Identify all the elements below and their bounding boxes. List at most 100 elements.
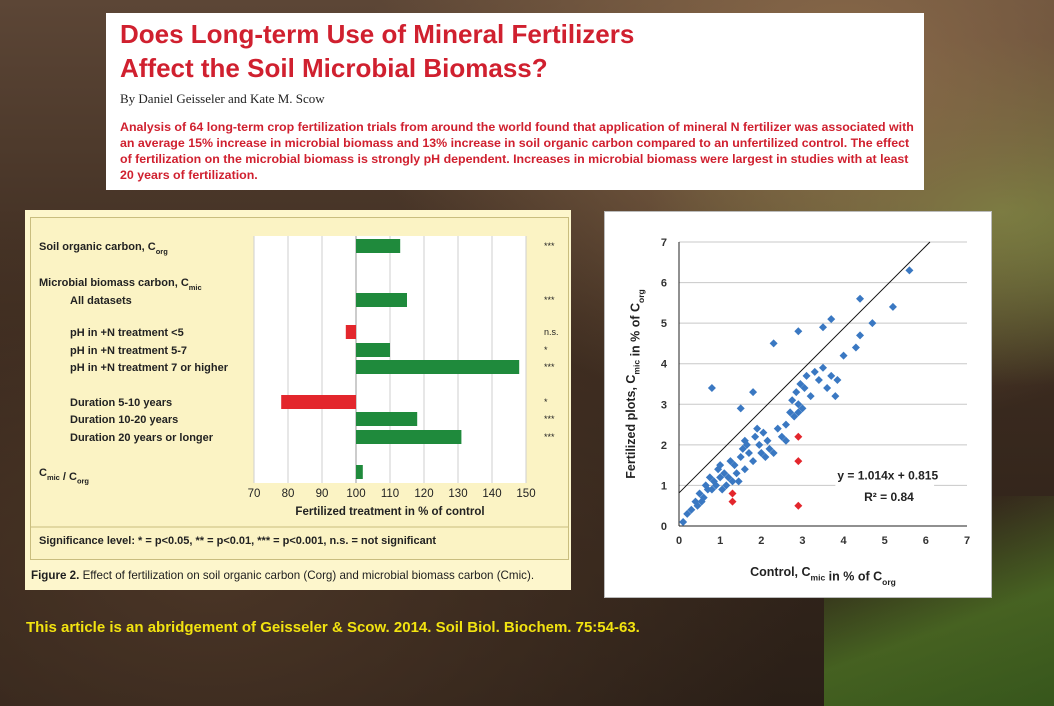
x-tick-label: 2 (758, 535, 764, 547)
data-point (749, 457, 758, 466)
category-label: All datasets (70, 295, 132, 307)
data-point (777, 432, 786, 441)
data-point (773, 424, 782, 433)
x-axis-label: Control, Cmic in % of Corg (750, 565, 896, 587)
data-point (757, 448, 766, 457)
data-point (730, 461, 739, 470)
category-label: Duration 5-10 years (70, 397, 172, 409)
significance-label: *** (544, 241, 555, 251)
data-point (802, 371, 811, 380)
data-point (734, 477, 743, 486)
category-label: Cmic / Corg (39, 467, 89, 486)
data-point (769, 339, 778, 348)
data-point (687, 505, 696, 514)
article-byline: By Daniel Geisseler and Kate M. Scow (120, 91, 325, 106)
y-tick-label: 7 (661, 237, 667, 249)
data-point (716, 461, 725, 470)
data-point (712, 481, 721, 490)
data-point (827, 315, 836, 324)
bar-figure-panel: 70 80 90 100 110 120 130 140 150 Soil organic car… (25, 210, 571, 590)
x-tick-label: 140 (482, 488, 501, 500)
category-label: pH in +N treatment <5 (70, 327, 184, 339)
significance-label: *** (544, 362, 555, 372)
x-tick-label: 70 (248, 488, 261, 500)
data-point (683, 509, 692, 518)
data-point (736, 404, 745, 413)
data-point (718, 485, 727, 494)
data-point (691, 497, 700, 506)
data-point (810, 367, 819, 376)
data-point (856, 294, 865, 303)
data-point (699, 493, 708, 502)
regression-r2: R² = 0.84 (864, 490, 914, 504)
data-point (736, 453, 745, 462)
significance-label: * (544, 345, 548, 355)
x-tick-label: 80 (282, 488, 295, 500)
equation-box (835, 453, 935, 508)
significance-label: *** (544, 414, 555, 424)
y-tick-label: 2 (661, 440, 667, 452)
bar (356, 239, 401, 253)
data-point (794, 501, 803, 510)
data-point (755, 440, 764, 449)
data-point (759, 428, 768, 437)
x-tick-label: 100 (346, 488, 365, 500)
significance-label: n.s. (544, 327, 559, 337)
x-tick-label: 6 (923, 535, 929, 547)
data-point (728, 489, 737, 498)
bar (356, 343, 390, 357)
article-header: Does Long-term Use of Mineral Fertilizer… (106, 13, 924, 190)
x-tick-label: 0 (676, 535, 682, 547)
x-tick-label: 4 (841, 535, 848, 547)
bar-figure-frame: 70 80 90 100 110 120 130 140 150 Soil organic car… (30, 217, 569, 560)
data-point (763, 436, 772, 445)
data-point (716, 473, 725, 482)
regression-line (678, 241, 931, 494)
data-point (724, 473, 733, 482)
bar-chart: 70 80 90 100 110 120 130 140 150 Soil organic car… (31, 236, 568, 547)
data-point (781, 420, 790, 429)
bar (356, 412, 418, 426)
data-point (806, 392, 815, 401)
scatter-figure-panel: 0 1 2 3 4 5 6 7 0 1 2 3 4 5 6 7 y = 1.014x + 0.815 R² = 0… (604, 211, 992, 598)
data-point (819, 323, 827, 332)
data-point (693, 501, 702, 510)
bar (356, 360, 520, 374)
data-point (732, 469, 741, 478)
y-tick-label: 5 (661, 318, 667, 330)
y-tick-label: 1 (661, 480, 667, 492)
x-axis-label: Fertilized treatment in % of control (295, 506, 484, 518)
data-point (740, 436, 749, 445)
data-point (794, 457, 803, 466)
data-point (788, 396, 797, 405)
y-axis-label: Fertilized plots, Cmic in % of Corg (624, 289, 646, 479)
bar (356, 293, 407, 307)
data-point (765, 444, 774, 453)
y-tick-label: 6 (661, 278, 667, 290)
data-point (781, 436, 790, 445)
data-point (851, 343, 860, 352)
data-point (707, 485, 716, 494)
article-title: Does Long-term Use of Mineral Fertilizer… (120, 17, 634, 85)
data-point (796, 380, 805, 388)
data-point (790, 412, 799, 421)
data-point (839, 351, 848, 360)
y-tick-label: 4 (661, 359, 668, 371)
data-point (738, 444, 747, 453)
significance-label: * (544, 397, 548, 407)
data-point (720, 469, 729, 478)
data-point (705, 473, 714, 482)
x-tick-label: 130 (448, 488, 467, 500)
bar-figure-caption-text: Effect of fertilization on soil organic … (82, 569, 535, 582)
data-point (819, 363, 827, 372)
data-point (827, 371, 836, 380)
data-point (856, 331, 865, 340)
data-point (794, 400, 803, 409)
bar (356, 465, 363, 479)
data-point (679, 517, 688, 526)
category-label: Duration 20 years or longer (70, 432, 214, 444)
data-point (798, 404, 807, 413)
data-point (833, 375, 842, 384)
x-tick-label: 110 (381, 488, 399, 500)
data-point (792, 388, 801, 397)
